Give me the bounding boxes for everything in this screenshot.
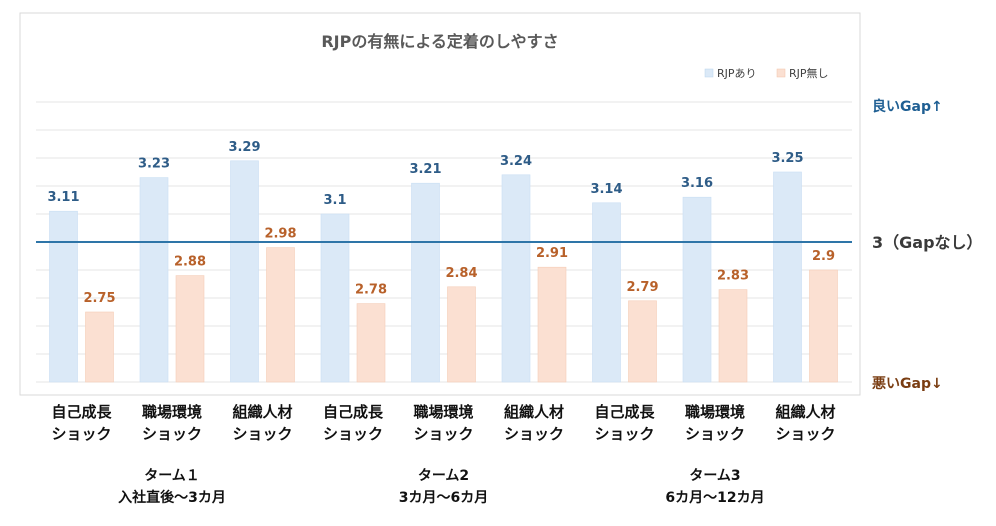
good-gap-label: 良いGap↑ (872, 98, 943, 115)
data-label: 2.75 (83, 291, 115, 306)
data-labels: 3.11 2.75 3.23 2.88 3.29 2.98 3.1 2.78 3.21 2.84 3… (47, 140, 835, 306)
bar (230, 160, 259, 383)
group-label: ターム１ (144, 468, 200, 484)
bar (320, 213, 350, 383)
bar (809, 269, 838, 383)
data-label: 3.16 (681, 176, 713, 191)
data-label: 3.14 (590, 182, 622, 197)
legend-swatch (776, 68, 786, 78)
category-label: ショック (142, 425, 202, 443)
category-label: ショック (51, 425, 111, 443)
legend: RJPあり RJP無し (704, 66, 829, 80)
bar (718, 289, 748, 383)
category-label: 職場環境 (142, 403, 202, 421)
bar (411, 182, 440, 383)
bar (266, 247, 295, 383)
legend-swatch (704, 68, 714, 78)
bar (773, 171, 802, 383)
bar (592, 202, 621, 383)
category-label: 自己成長 (51, 403, 112, 421)
data-label: 2.9 (812, 249, 835, 264)
bar (447, 286, 476, 383)
category-label: 自己成長 (323, 403, 384, 421)
category-label: 組織人材 (504, 403, 564, 421)
group-labels: ターム１ 入社直後～3カ月 ターム2 3カ月～6カ月 ターム3 6カ月～12カ月 (118, 468, 764, 506)
bar (49, 210, 78, 383)
category-label: 組織人材 (232, 403, 292, 421)
category-label: ショック (413, 425, 473, 443)
bar (85, 311, 114, 383)
bad-gap-label: 悪いGap↓ (872, 376, 943, 392)
group-sublabel: 3カ月～6カ月 (399, 490, 488, 506)
bar (628, 300, 657, 383)
category-label: ショック (323, 425, 383, 443)
chart-title: RJPの有無による定着のしやすさ (321, 32, 558, 51)
category-label: 自己成長 (594, 403, 655, 421)
legend-label: RJP無し (789, 66, 829, 80)
data-label: 3.24 (500, 154, 532, 169)
category-label: 職場環境 (685, 403, 745, 421)
group-label: ターム2 (418, 468, 469, 484)
category-label: ショック (232, 425, 292, 443)
data-label: 3.29 (228, 140, 260, 155)
data-label: 2.98 (264, 227, 296, 242)
legend-label: RJPあり (717, 67, 757, 80)
group-label: ターム3 (689, 468, 740, 484)
bar (356, 303, 386, 383)
category-label: ショック (775, 425, 835, 443)
group-sublabel: 6カ月～12カ月 (665, 490, 764, 506)
category-label: ショック (594, 425, 654, 443)
category-label: ショック (685, 425, 745, 443)
bar (175, 275, 205, 383)
bar (501, 174, 531, 383)
data-label: 2.84 (445, 266, 477, 281)
data-label: 3.21 (409, 162, 441, 177)
bars (49, 160, 838, 383)
data-label: 3.1 (323, 193, 346, 208)
category-label: 組織人材 (775, 403, 835, 421)
data-label: 2.88 (174, 255, 206, 270)
data-label: 3.23 (138, 157, 170, 172)
category-label: ショック (504, 425, 564, 443)
data-label: 3.25 (771, 151, 803, 166)
data-label: 2.78 (355, 283, 387, 298)
bar (537, 266, 567, 383)
bar (139, 177, 169, 383)
data-label: 2.91 (536, 246, 568, 261)
data-label: 2.79 (626, 280, 658, 295)
data-label: 2.83 (717, 269, 749, 284)
no-gap-label: 3（Gapなし） (872, 233, 983, 252)
data-label: 3.11 (47, 190, 79, 205)
category-label: 職場環境 (413, 403, 473, 421)
bar (682, 196, 712, 383)
group-sublabel: 入社直後～3カ月 (118, 489, 226, 506)
